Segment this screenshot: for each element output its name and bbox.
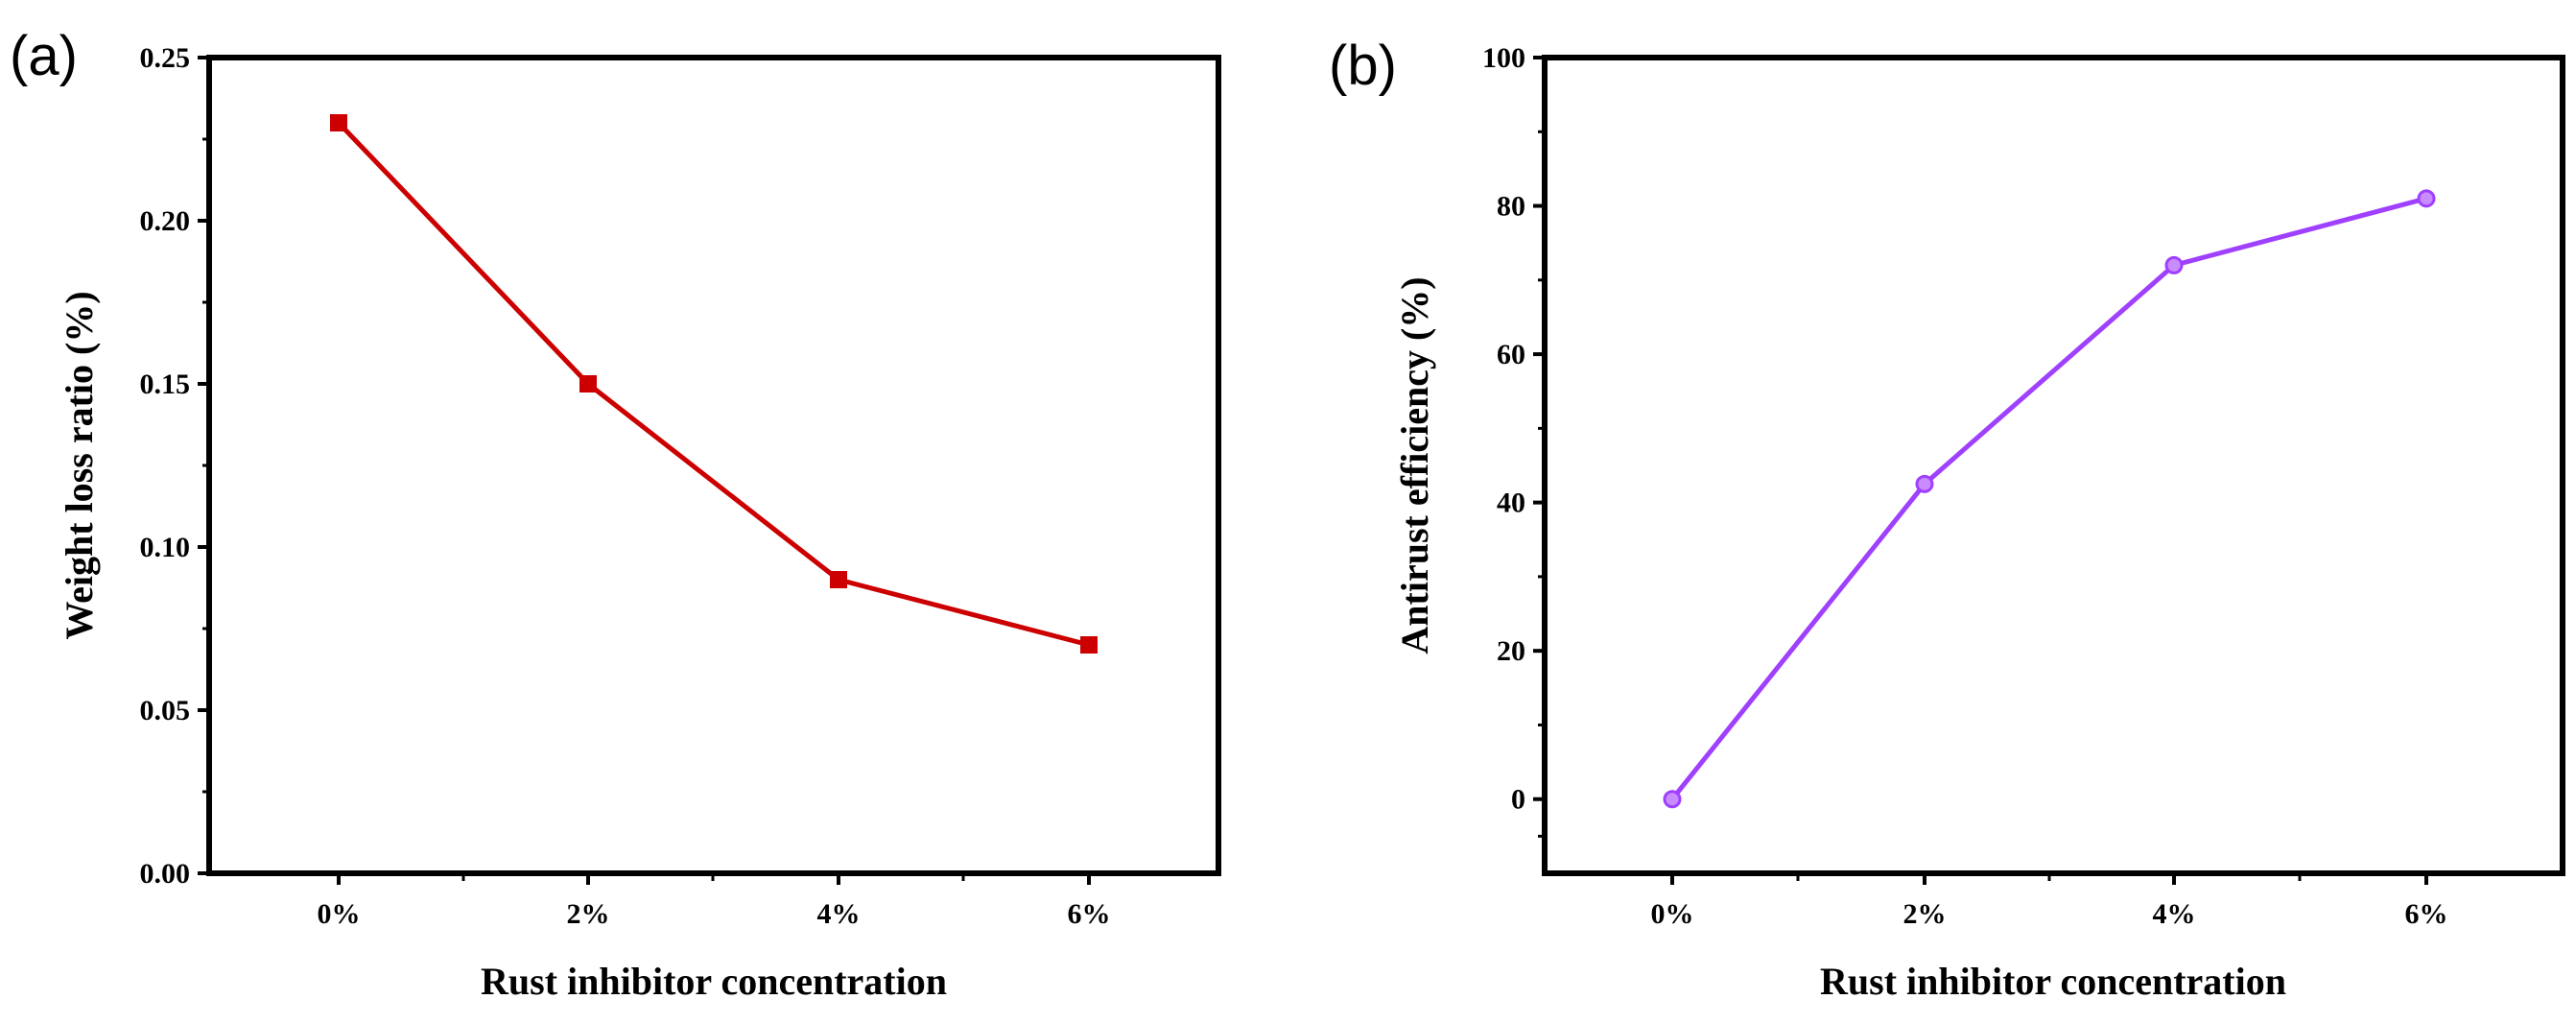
y-tick-label: 60 [1497,339,1525,370]
data-point-marker [2417,189,2436,208]
y-axis-title-b: Antirust efficiency (%) [1393,276,1436,654]
x-tick-label: 4% [817,898,861,930]
x-tick-label: 0% [318,898,361,930]
y-tick-label: 0.20 [140,205,191,237]
x-tick-label: 4% [2153,898,2196,930]
y-tick-label: 0.05 [140,695,191,726]
y-tick-label: 20 [1497,635,1525,667]
data-point-marker [579,375,597,393]
y-axis-a: 0.00 0.05 0.10 0.15 0.20 0.25 [140,42,209,890]
y-axis-title-a: Weight loss ratio (%) [58,291,101,639]
x-axis-a: 0% 2% 4% 6% [318,873,1111,930]
y-tick-label: 0.15 [140,369,191,400]
series-line [337,121,1090,648]
x-axis-title-b: Rust inhibitor concentration [1820,960,2286,1003]
plot-frame-b [1542,55,2565,876]
data-point-marker [1915,474,1934,493]
panel-b: (b) 0 20 40 60 80 100 0% 2% 4% 6% Rust inhibitor… [1329,35,2565,1003]
panel-label-b: (b) [1329,35,1397,97]
data-point-marker [2164,255,2184,274]
y-axis-b: 0 20 40 60 80 100 [1482,42,1545,838]
y-tick-label: 0.10 [140,532,191,563]
series-antirust-efficiency [1663,189,2436,809]
x-tick-label: 6% [2405,898,2448,930]
panel-label-a: (a) [10,25,78,87]
x-axis-title-a: Rust inhibitor concentration [481,960,947,1003]
y-tick-label: 80 [1497,191,1525,223]
x-tick-label: 2% [1903,898,1947,930]
panel-a: (a) 0.00 0.05 0.10 0.15 0.20 0.25 0% 2% 4% 6% Ru… [10,25,1221,1003]
x-tick-label: 0% [1651,898,1694,930]
data-point-marker [830,571,847,588]
data-point-marker [1080,636,1098,654]
data-point-marker [1663,790,1682,809]
y-tick-label: 0 [1511,784,1525,816]
series-weight-loss [330,114,1098,654]
data-point-marker [330,114,347,131]
x-axis-b: 0% 2% 4% 6% [1651,873,2448,930]
y-tick-label: 100 [1482,42,1525,74]
y-tick-label: 0.00 [140,858,191,890]
y-tick-label: 40 [1497,488,1525,519]
x-tick-label: 2% [567,898,610,930]
x-tick-label: 6% [1068,898,1111,930]
plot-frame-a [206,55,1221,876]
series-line [1670,196,2427,801]
y-tick-label: 0.25 [140,42,191,74]
